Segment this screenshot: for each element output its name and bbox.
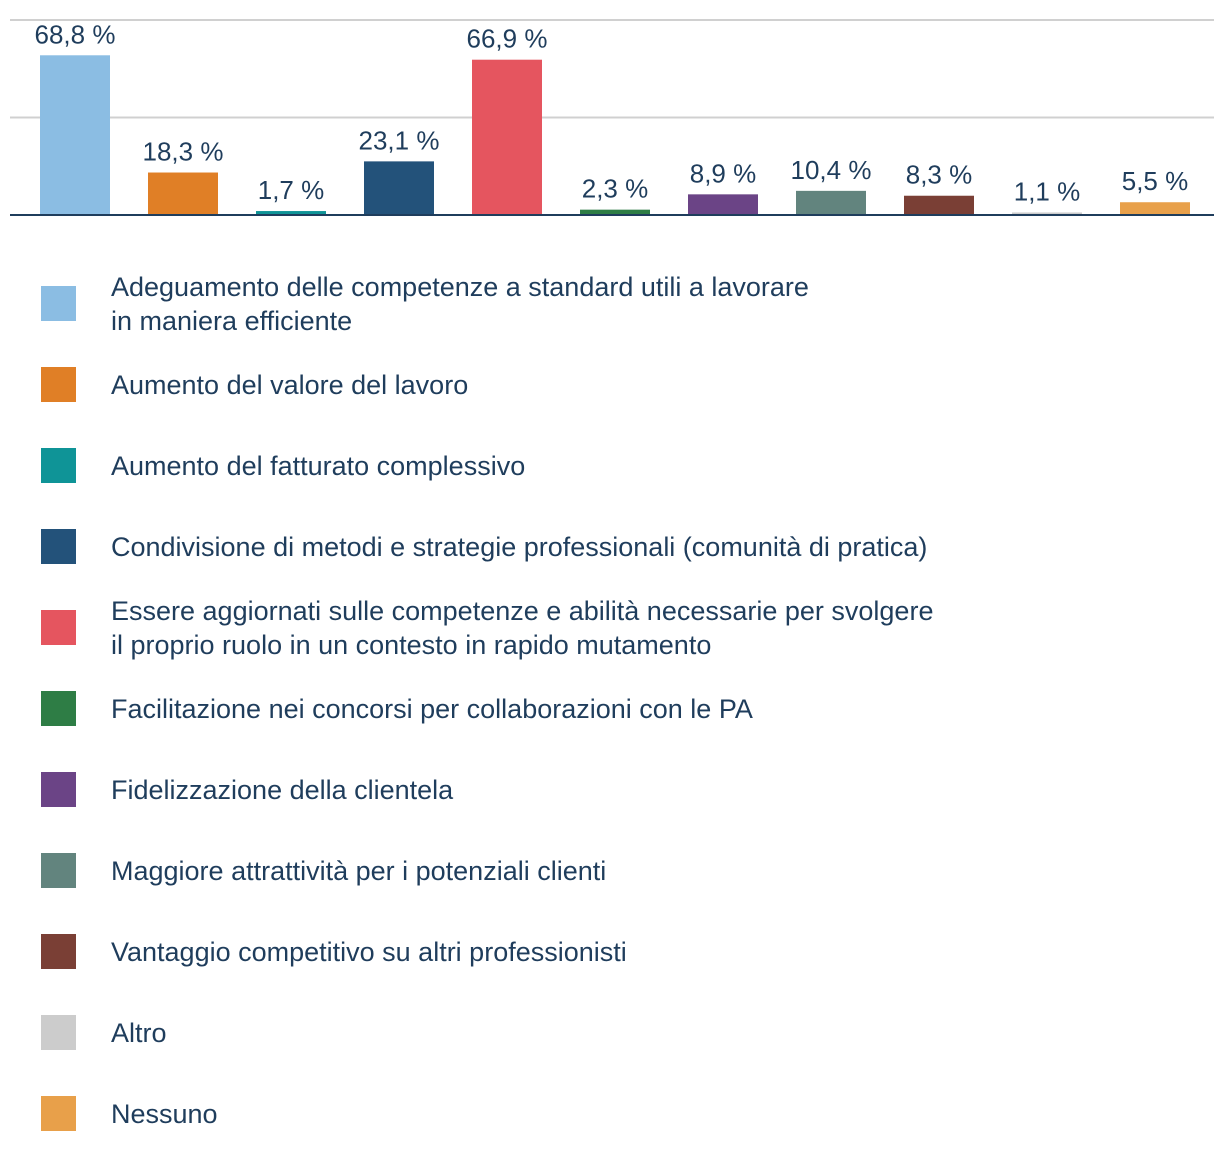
- legend-label: Altro: [111, 1017, 167, 1048]
- legend-item: Vantaggio competitivo su altri professio…: [0, 911, 1214, 992]
- bar: [904, 195, 974, 215]
- value-label: 8,3 %: [906, 160, 973, 190]
- legend-label: Adeguamento delle competenze a standard …: [111, 271, 809, 336]
- page: 68,8 % 18,3 % 1,7 % 23,1 % 66,9 % 2,3 % 8,9 % 1…: [0, 19, 1214, 1131]
- legend-item: Nessuno: [0, 1073, 1214, 1154]
- legend-label: Facilitazione nei concorsi per collabora…: [111, 693, 753, 724]
- value-label: 66,9 %: [467, 24, 548, 54]
- legend-label: Nessuno: [111, 1098, 218, 1129]
- chart: 68,8 % 18,3 % 1,7 % 23,1 % 66,9 % 2,3 % 8,9 % 1…: [10, 19, 1214, 216]
- legend-item: Essere aggiornati sulle competenze e abi…: [0, 587, 1214, 668]
- value-label: 18,3 %: [143, 137, 224, 167]
- legend-swatch: [41, 529, 76, 564]
- legend-swatch: [41, 1096, 76, 1131]
- bar: [688, 194, 758, 215]
- legend-swatch: [41, 1015, 76, 1050]
- bar: [148, 172, 218, 215]
- value-label: 68,8 %: [35, 19, 116, 49]
- legend-label: Fidelizzazione della clientela: [111, 774, 454, 805]
- legend-swatch: [41, 367, 76, 402]
- bar: [256, 211, 326, 215]
- legend-label: Maggiore attrattività per i potenziali c…: [111, 855, 607, 886]
- legend-swatch: [41, 772, 76, 807]
- legend-item: Adeguamento delle competenze a standard …: [0, 263, 1214, 344]
- value-label: 10,4 %: [791, 155, 872, 185]
- legend-swatch: [41, 691, 76, 726]
- bar: [1120, 202, 1190, 215]
- legend-swatch: [41, 934, 76, 969]
- legend-item: Facilitazione nei concorsi per collabora…: [0, 668, 1214, 749]
- value-label: 23,1 %: [359, 125, 440, 155]
- bar: [1012, 212, 1082, 215]
- legend-item: Aumento del valore del lavoro: [0, 344, 1214, 425]
- value-label: 8,9 %: [690, 158, 757, 188]
- legend-item: Condivisione di metodi e strategie profe…: [0, 506, 1214, 587]
- legend-item: Fidelizzazione della clientela: [0, 749, 1214, 830]
- bar: [364, 161, 434, 215]
- legend-swatch: [41, 286, 76, 321]
- value-label: 2,3 %: [582, 174, 649, 204]
- legend-item: Altro: [0, 992, 1214, 1073]
- value-label: 1,7 %: [258, 175, 325, 205]
- legend-label: Aumento del fatturato complessivo: [111, 450, 526, 481]
- legend-swatch: [41, 448, 76, 483]
- legend-label: Condivisione di metodi e strategie profe…: [111, 531, 928, 562]
- legend-swatch: [41, 853, 76, 888]
- bar: [580, 209, 650, 215]
- bar: [472, 59, 542, 216]
- legend-label: Aumento del valore del lavoro: [111, 369, 469, 400]
- legend-item: Maggiore attrattività per i potenziali c…: [0, 830, 1214, 911]
- legend-label: Essere aggiornati sulle competenze e abi…: [111, 595, 934, 660]
- legend-label: Vantaggio competitivo su altri professio…: [111, 936, 627, 967]
- value-label: 5,5 %: [1122, 166, 1189, 196]
- bar: [796, 190, 866, 215]
- legend-swatch: [41, 610, 76, 645]
- value-label: 1,1 %: [1014, 176, 1081, 206]
- legend-item: Aumento del fatturato complessivo: [0, 425, 1214, 506]
- bar: [40, 55, 110, 216]
